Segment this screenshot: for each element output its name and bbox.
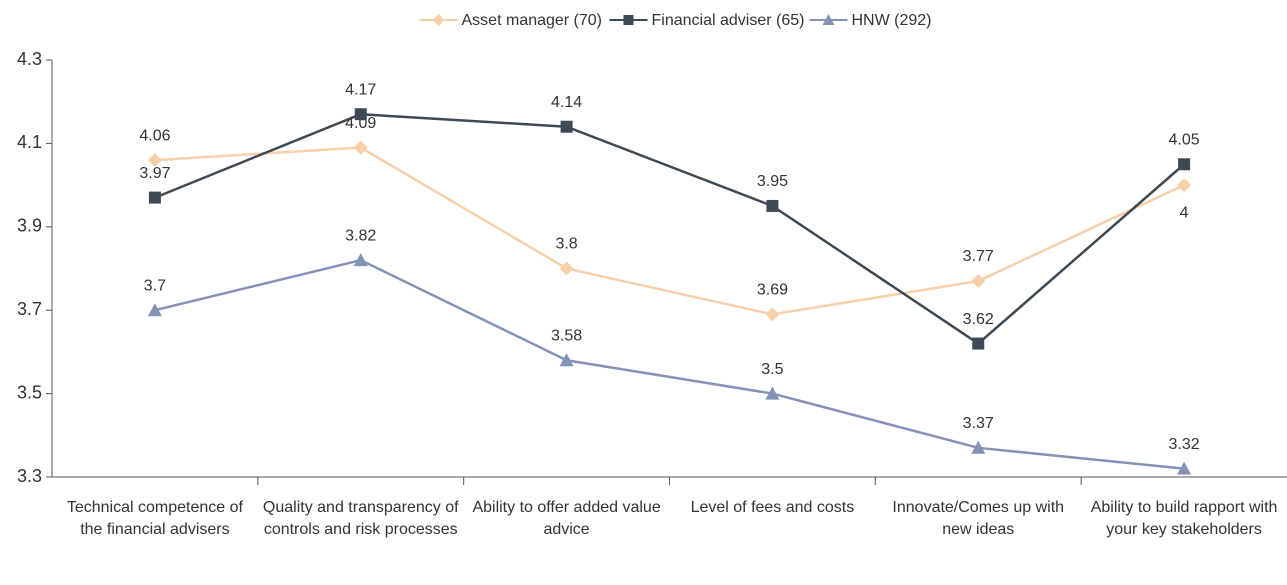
x-tick-label: Innovate/Comes up with new ideas bbox=[892, 499, 1065, 538]
marker bbox=[147, 303, 162, 317]
marker bbox=[822, 14, 835, 25]
line bbox=[154, 258, 1185, 470]
legend-label: Asset manager (70) bbox=[462, 12, 603, 29]
data-label: 3.97 bbox=[139, 165, 170, 182]
line bbox=[154, 146, 1185, 316]
x-tick-label: Quality and transparency of controls and… bbox=[262, 499, 459, 538]
x-tick-label: Ability to build rapport with your key s… bbox=[1090, 499, 1278, 538]
data-label: 4.06 bbox=[139, 127, 170, 144]
y-tick-label: 4.3 bbox=[17, 49, 42, 69]
y-tick-label: 3.3 bbox=[17, 466, 42, 486]
marker bbox=[148, 191, 161, 204]
marker bbox=[766, 199, 779, 212]
data-label: 3.5 bbox=[761, 361, 783, 378]
marker bbox=[972, 337, 985, 350]
data-label: 4.05 bbox=[1169, 131, 1200, 148]
marker bbox=[559, 261, 574, 276]
marker bbox=[432, 14, 445, 26]
y-tick-label: 3.5 bbox=[17, 382, 42, 402]
y-tick-label: 3.9 bbox=[17, 216, 42, 236]
data-label: 3.95 bbox=[757, 173, 788, 190]
data-label: 3.62 bbox=[963, 311, 994, 328]
line bbox=[154, 112, 1185, 346]
marker bbox=[1177, 178, 1192, 193]
marker bbox=[560, 120, 573, 133]
marker bbox=[353, 253, 368, 267]
data-label: 3.37 bbox=[963, 415, 994, 432]
x-tick-label: Technical competence of the financial ad… bbox=[66, 499, 243, 538]
data-label: 3.8 bbox=[555, 236, 577, 253]
marker bbox=[354, 108, 367, 121]
data-label: 3.7 bbox=[144, 277, 166, 294]
data-label: 3.69 bbox=[757, 282, 788, 299]
marker bbox=[765, 386, 780, 400]
marker bbox=[623, 15, 634, 25]
data-label: 3.82 bbox=[345, 227, 376, 244]
data-label: 3.32 bbox=[1169, 436, 1200, 453]
data-label: 3.77 bbox=[963, 248, 994, 265]
data-label: 4.17 bbox=[345, 81, 376, 98]
marker bbox=[1177, 461, 1192, 475]
marker bbox=[971, 274, 986, 289]
legend-label: HNW (292) bbox=[852, 12, 932, 29]
marker bbox=[147, 153, 162, 168]
marker bbox=[353, 140, 368, 155]
y-tick-label: 3.7 bbox=[17, 299, 42, 319]
x-tick-label: Ability to offer added value advice bbox=[472, 499, 661, 538]
data-label: 4.14 bbox=[551, 94, 582, 111]
data-label: 4 bbox=[1180, 204, 1189, 221]
marker bbox=[765, 307, 780, 322]
x-tick-label: Level of fees and costs bbox=[690, 499, 855, 516]
data-label: 4.09 bbox=[345, 115, 376, 132]
marker bbox=[559, 353, 574, 367]
marker bbox=[971, 440, 986, 454]
data-label: 3.58 bbox=[551, 327, 582, 344]
y-tick-label: 4.1 bbox=[17, 132, 42, 152]
legend-label: Financial adviser (65) bbox=[652, 12, 805, 29]
marker bbox=[1178, 158, 1191, 171]
